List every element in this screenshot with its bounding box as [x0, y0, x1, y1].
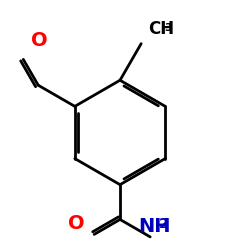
Text: NH: NH — [139, 218, 171, 236]
Text: O: O — [68, 214, 85, 233]
Text: 2: 2 — [159, 217, 169, 231]
Text: CH: CH — [148, 20, 175, 38]
Text: 3: 3 — [165, 22, 172, 32]
Text: O: O — [31, 31, 48, 50]
